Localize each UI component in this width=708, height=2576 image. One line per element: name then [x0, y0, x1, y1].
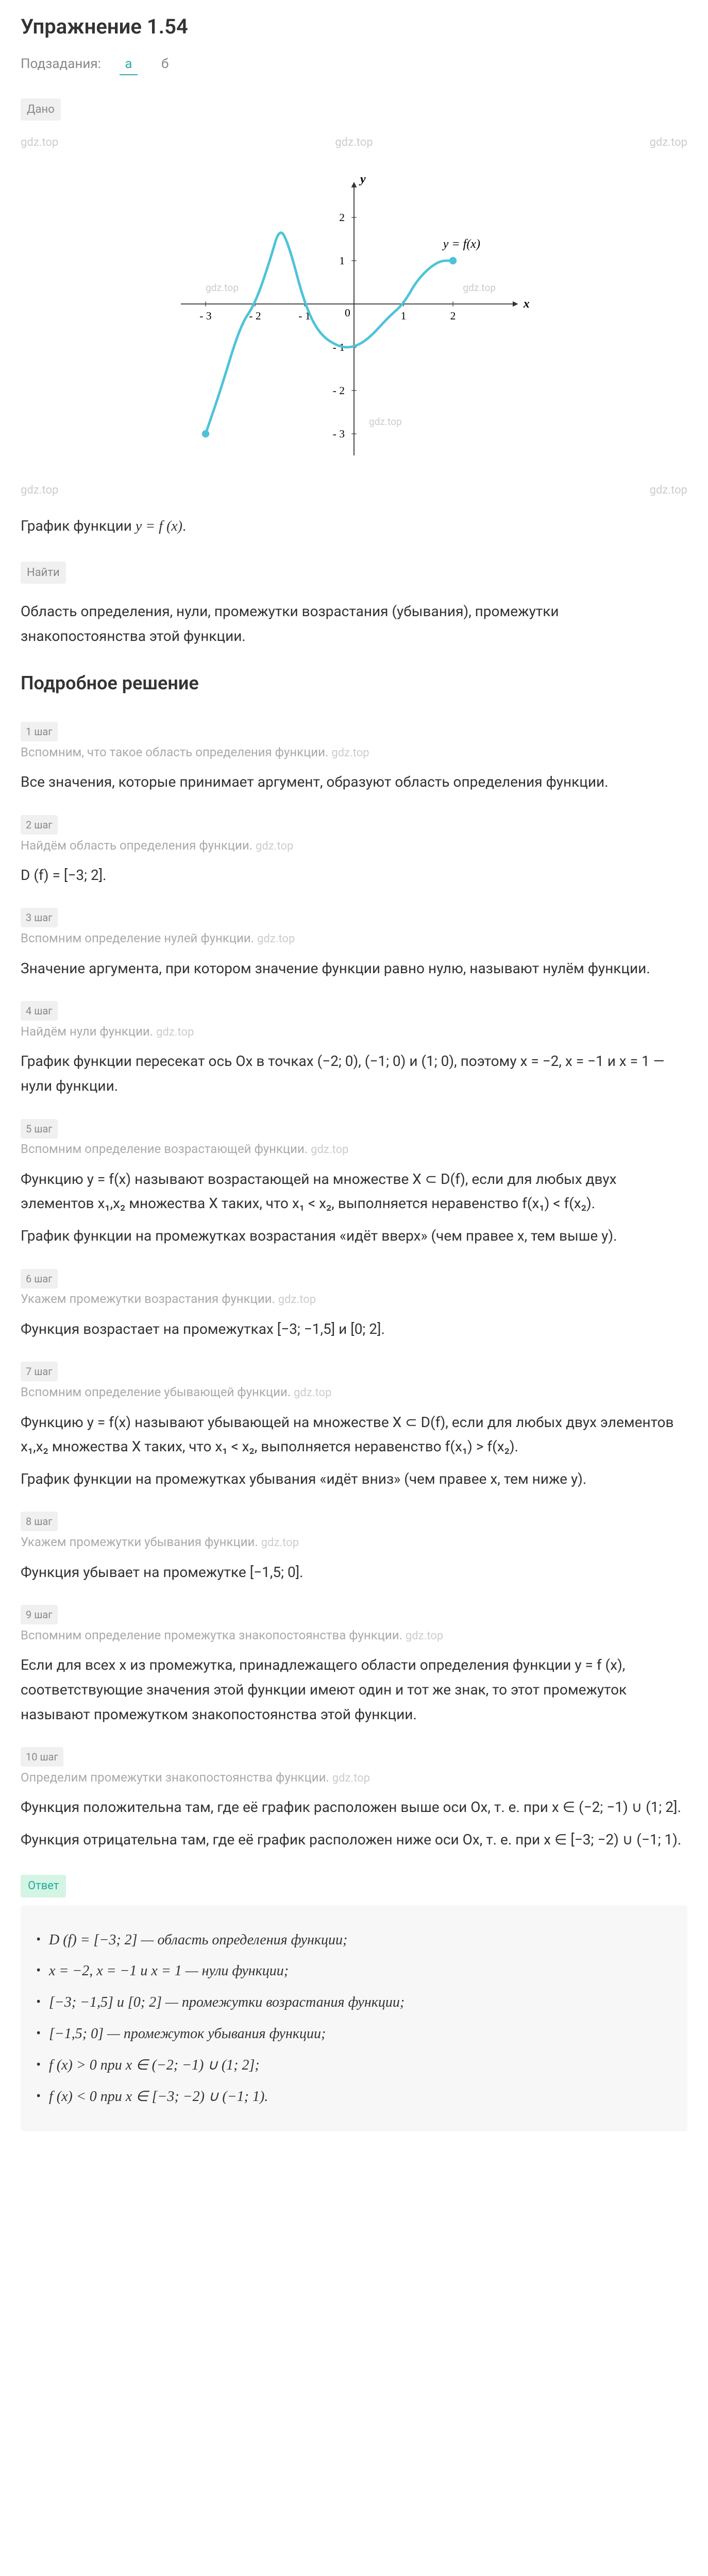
step-badge: 8 шаг: [21, 1512, 58, 1531]
step-text: График функции пересекат ось Ox в точках…: [21, 1049, 687, 1098]
step-text2: График функции на промежутках убывания «…: [21, 1467, 687, 1492]
step-text: Функция возрастает на промежутках [−3; −…: [21, 1317, 687, 1342]
step-badge: 3 шаг: [21, 908, 58, 927]
answer-item: D (f) = [−3; 2] — область определения фу…: [36, 1928, 672, 1952]
watermark-row: gdz.top gdz.top gdz.top: [21, 133, 687, 151]
step-hint: Найдём нули функции. gdz.top: [21, 1022, 687, 1041]
step-text: Все значения, которые принимает аргумент…: [21, 770, 687, 794]
svg-text:- 2: - 2: [333, 384, 345, 397]
step-hint: Вспомним определение убывающей функции. …: [21, 1382, 687, 1402]
step-hint: Вспомним определение нулей функции. gdz.…: [21, 928, 687, 948]
subtask-b[interactable]: б: [156, 56, 174, 72]
step-text: D (f) = [−3; 2].: [21, 863, 687, 888]
answer-item: f (x) > 0 при x ∈ (−2; −1) ∪ (1; 2];: [36, 2054, 672, 2077]
step-hint: Определим промежутки знакопостоянства фу…: [21, 1768, 687, 1787]
svg-text:gdz.top: gdz.top: [206, 282, 239, 294]
answer-tag: Ответ: [21, 1875, 66, 1897]
step-badge: 5 шаг: [21, 1119, 58, 1139]
subtasks-label: Подзадания:: [21, 56, 101, 72]
answer-box: D (f) = [−3; 2] — область определения фу…: [21, 1905, 687, 2132]
step-badge: 2 шаг: [21, 815, 58, 835]
subtasks-nav: Подзадания: а б: [21, 54, 687, 75]
svg-text:0: 0: [345, 307, 350, 319]
step-text: Функция убывает на промежутке [−1,5; 0].: [21, 1560, 687, 1585]
step-badge: 4 шаг: [21, 1001, 58, 1021]
answer-item: x = −2, x = −1 и x = 1 — нули функции;: [36, 1959, 672, 1983]
svg-text:gdz.top: gdz.top: [369, 416, 402, 428]
answer-item: [−1,5; 0] — промежуток убывания функции;: [36, 2022, 672, 2046]
graph-caption: График функции y = f (x).: [21, 515, 687, 538]
step-hint: Укажем промежутки убывания функции. gdz.…: [21, 1532, 687, 1552]
svg-text:y = f(x): y = f(x): [442, 238, 480, 251]
step-text: Функция положительна там, где её график …: [21, 1795, 687, 1820]
step-text: Функцию y = f(x) называют убывающей на м…: [21, 1410, 687, 1459]
watermark-row: gdz.top gdz.top: [21, 481, 687, 499]
step-badge: 9 шаг: [21, 1605, 58, 1624]
exercise-title: Упражнение 1.54: [21, 10, 687, 43]
step-hint: Вспомним, что такое область определения …: [21, 742, 687, 762]
step-badge: 10 шаг: [21, 1747, 63, 1767]
svg-text:y: y: [359, 173, 366, 186]
answer-item: [−3; −1,5] и [0; 2] — промежутки возраст…: [36, 1991, 672, 2014]
step-hint: Вспомним определение промежутка знакопос…: [21, 1625, 687, 1645]
step-text: Значение аргумента, при котором значение…: [21, 956, 687, 981]
step-badge: 7 шаг: [21, 1362, 58, 1381]
step-text2: График функции на промежутках возрастани…: [21, 1224, 687, 1248]
step-hint: Укажем промежутки возрастания функции. g…: [21, 1289, 687, 1309]
subtask-a[interactable]: а: [120, 56, 137, 75]
svg-text:- 3: - 3: [199, 310, 211, 322]
answer-item: f (x) < 0 при x ∈ [−3; −2) ∪ (−1; 1).: [36, 2085, 672, 2109]
svg-text:1: 1: [401, 310, 407, 322]
step-badge: 6 шаг: [21, 1269, 58, 1289]
step-text: Функцию y = f(x) называют возрастающей н…: [21, 1167, 687, 1216]
given-tag: Дано: [21, 98, 61, 121]
find-tag: Найти: [21, 562, 66, 584]
svg-text:1: 1: [339, 255, 345, 267]
step-hint: Найдём область определения функции. gdz.…: [21, 836, 687, 855]
step-text: Если для всех x из промежутка, принадлеж…: [21, 1653, 687, 1726]
step-badge: 1 шаг: [21, 722, 58, 741]
solution-title: Подробное решение: [21, 669, 687, 699]
svg-text:x: x: [523, 297, 530, 311]
svg-text:2: 2: [450, 310, 456, 322]
function-graph: - 3- 2- 112- 3- 2- 1120xyy = f(x)gdz.top…: [21, 162, 687, 471]
svg-text:gdz.top: gdz.top: [463, 282, 496, 294]
find-text: Область определения, нули, промежутки во…: [21, 599, 687, 648]
step-text2: Функция отрицательна там, где её график …: [21, 1827, 687, 1852]
svg-text:2: 2: [339, 211, 345, 224]
svg-text:- 3: - 3: [333, 428, 345, 440]
graph-svg: - 3- 2- 112- 3- 2- 1120xyy = f(x)gdz.top…: [21, 162, 687, 471]
step-hint: Вспомним определение возрастающей функци…: [21, 1139, 687, 1159]
